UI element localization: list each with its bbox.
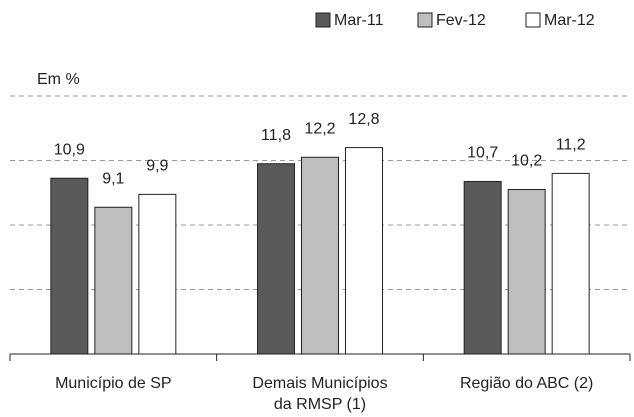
y-axis-label: Em % (37, 71, 80, 88)
value-label: 10,2 (511, 153, 542, 170)
legend-swatch (525, 12, 541, 28)
bar (50, 177, 89, 355)
bar (138, 193, 177, 355)
bar (551, 172, 590, 355)
x-tick-label: Região do ABC (2) (460, 375, 593, 392)
value-label: 10,7 (467, 145, 498, 162)
value-label: 9,1 (102, 170, 124, 187)
bar (94, 206, 133, 355)
x-tick-label: Demais Municípios da RMSP (1) (252, 375, 387, 413)
legend-label: Fev-12 (436, 12, 486, 29)
value-label: 12,2 (304, 120, 335, 137)
x-tick-label: Município de SP (55, 375, 172, 392)
value-label: 10,9 (54, 141, 85, 158)
bar (463, 180, 502, 355)
value-label: 11,2 (556, 137, 586, 154)
value-label: 11,8 (261, 127, 291, 144)
legend-label: Mar-12 (544, 12, 595, 29)
legend-swatch (417, 12, 433, 28)
bar (507, 189, 546, 355)
legend-label: Mar-11 (334, 12, 384, 29)
bar (257, 163, 295, 355)
legend-swatch (315, 12, 331, 28)
bar (301, 156, 339, 355)
value-label: 9,9 (146, 158, 168, 175)
bar (345, 147, 383, 355)
value-label: 12,8 (348, 111, 379, 128)
